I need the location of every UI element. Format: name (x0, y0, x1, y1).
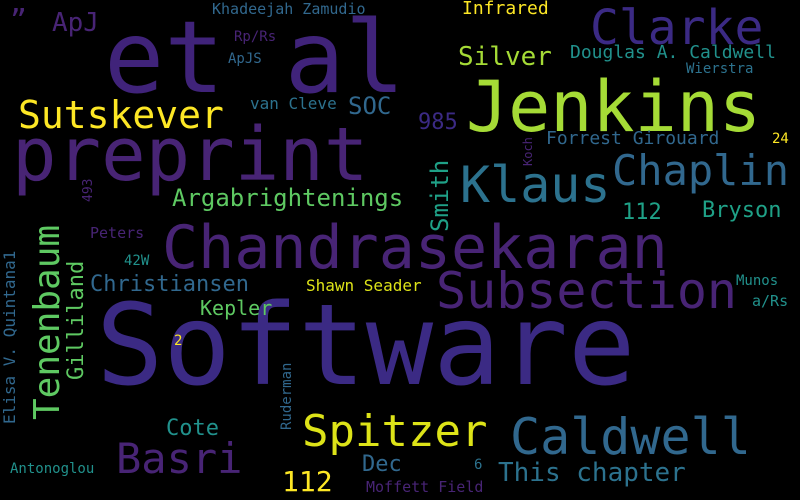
word-quote-mark: ” (10, 3, 27, 36)
word-smith: Smith (426, 159, 454, 232)
word-silver: Silver (458, 42, 552, 72)
word-tenenbaum: Tenenbaum (27, 224, 68, 420)
word-khadeejah-zamudio: Khadeejah Zamudio (212, 0, 366, 18)
word-munos: Munos (736, 273, 779, 289)
word-klaus: Klaus (460, 156, 611, 214)
word-caldwell: Caldwell (510, 408, 751, 466)
word-douglas-caldwell: Douglas A. Caldwell (570, 42, 776, 63)
word-antonoglou: Antonoglou (10, 461, 95, 477)
word-van-cleve: van Cleve (250, 94, 337, 113)
word-apj: ApJ (52, 8, 99, 38)
word-spitzer: Spitzer (302, 406, 488, 457)
word-chandrasekaran: Chandrasekaran (162, 213, 668, 283)
word-this-chapter: This chapter (498, 458, 686, 488)
word-moffett-field: Moffett Field (366, 478, 484, 496)
word-software: Software (96, 281, 636, 411)
word-ruderman: Ruderman (279, 362, 295, 430)
word-basri: Basri (116, 434, 243, 483)
word-6: 6 (474, 457, 483, 473)
word-argabrightenings: Argabrightenings (172, 184, 404, 212)
word-sutskever: Sutskever (18, 93, 224, 137)
word-jenkins: Jenkins (466, 66, 762, 148)
word-chaplin: Chaplin (612, 146, 790, 195)
word-christiansen: Christiansen (90, 272, 249, 297)
word-peters: Peters (90, 224, 145, 242)
word-clarke: Clarke (590, 0, 764, 56)
word-bryson: Bryson (702, 198, 782, 223)
word-rp-rs: Rp/Rs (234, 29, 277, 45)
word-2: 2 (174, 333, 183, 349)
word-dec: Dec (362, 452, 402, 477)
word-preprint: preprint (12, 112, 369, 198)
word-a-rs: a/Rs (752, 292, 789, 310)
word-koch: Koch (521, 137, 535, 166)
word-cote: Cote (166, 416, 219, 441)
word-forrest-girouard: Forrest Girouard (546, 128, 720, 149)
word-gilliland: Gilliland (64, 260, 89, 380)
word-112-b: 112 (282, 465, 333, 498)
word-24: 24 (772, 131, 789, 147)
word-elisa-quintana: Elisa V. Quintana1 (0, 250, 19, 424)
word-493: 493 (81, 178, 96, 202)
word-subsection: Subsection (436, 262, 738, 320)
word-kepler: Kepler (200, 296, 273, 320)
word-wierstra: Wierstra (686, 61, 754, 77)
word-shawn-seader: Shawn Seader (306, 276, 422, 295)
word-et-al: et al (104, 0, 406, 116)
word-soc: SOC (348, 92, 392, 120)
word-985: 985 (418, 110, 458, 135)
word-infrared: Infrared (462, 0, 549, 19)
word-apjs: ApJS (228, 51, 262, 67)
word-42w: 42W (124, 253, 150, 269)
word-112-a: 112 (622, 200, 662, 225)
